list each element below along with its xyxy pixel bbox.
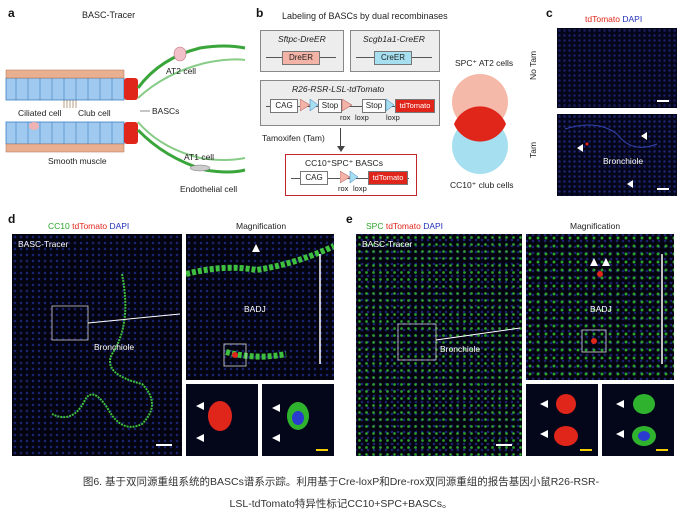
creer-box: CreER (374, 51, 412, 65)
panel-c-bronchiole: Bronchiole (603, 156, 644, 166)
panel-e-magnification: Magnification (570, 221, 621, 231)
panel-d-mag-image: BADJ (186, 234, 334, 380)
cag-box-2: CAG (300, 171, 328, 185)
panel-b-label: b (256, 6, 264, 20)
tam-image: Bronchiole (557, 114, 677, 196)
panel-d-bronchiole: Bronchiole (94, 342, 135, 352)
panel-d-magnification: Magnification (236, 221, 287, 231)
tdtomato-box-2: tdTomato (368, 171, 408, 185)
stop-box-1: Stop (318, 99, 342, 113)
panel-d-main-image: BASC-Tracer Bronchiole (12, 234, 182, 456)
tdtomato-box: tdTomato (395, 99, 435, 113)
r26-label: R26-RSR-LSL-tdTomato (292, 84, 385, 94)
panel-d-tracer: BASC-Tracer (18, 239, 69, 249)
panel-e-mag-image: BADJ (526, 234, 674, 380)
venn-diagram (452, 74, 508, 174)
panel-e-main-image: BASC-Tracer Bronchiole (356, 234, 522, 456)
loxp-label: loxp (355, 113, 369, 122)
panel-c-legend: tdTomato DAPI (585, 14, 643, 24)
panel-e-zoom-1 (526, 384, 598, 456)
rox-label: rox (340, 113, 351, 122)
panel-e-tracer: BASC-Tracer (362, 239, 413, 249)
figure-caption-line-1: 图6. 基于双同源重组系统的BASCs谱系示踪。利用基于Cre-loxP和Dre… (82, 476, 600, 488)
dreer-box: DreER (282, 51, 320, 65)
rox-loxp-sites (300, 99, 395, 112)
panel-e-badj: BADJ (590, 304, 612, 314)
cc10-club-label: CC10⁺ club cells (450, 180, 514, 190)
tamoxifen-label: Tamoxifen (Tam) (262, 133, 325, 143)
no-tam-image (557, 28, 677, 108)
no-tam-label: No Tam (528, 50, 538, 80)
airway-diagram (5, 44, 246, 174)
result-label: CC10⁺SPC⁺ BASCs (305, 158, 383, 168)
at1-label: AT1 cell (184, 152, 215, 162)
rox-label-2: rox (338, 184, 349, 193)
club-label: Club cell (78, 108, 111, 118)
panel-e-label: e (346, 212, 353, 226)
panel-e-zoom-2 (602, 384, 674, 456)
panel-a-title: BASC-Tracer (82, 10, 136, 20)
panel-e-legend: SPC tdTomato DAPI (366, 221, 444, 231)
panel-d-zoom-1 (186, 384, 258, 456)
panel-d-badj: BADJ (244, 304, 266, 314)
panel-d-label: d (8, 212, 16, 226)
smooth-muscle-label: Smooth muscle (48, 156, 107, 166)
panel-c-label: c (546, 6, 553, 20)
spc-at2-label: SPC⁺ AT2 cells (455, 58, 514, 68)
ciliated-label: Ciliated cell (18, 108, 62, 118)
loxp-label-2: loxp (386, 113, 400, 122)
panel-d-zoom-2 (262, 384, 334, 456)
scgb-label: Scgb1a1-CreER (363, 34, 425, 44)
tam-label: Tam (528, 141, 538, 158)
at2-label: AT2 cell (166, 66, 197, 76)
panel-d-legend: CC10 tdTomato DAPI (48, 221, 130, 231)
endothelial-label: Endothelial cell (180, 184, 238, 194)
bascs-label: BASCs (152, 106, 180, 116)
stop-box-2: Stop (362, 99, 386, 113)
panel-a-label: a (8, 6, 15, 20)
panel-b-title: Labeling of BASCs by dual recombinases (282, 11, 448, 21)
cag-box: CAG (270, 99, 298, 113)
figure-caption-line-2: LSL-tdTomato特异性标记CC10+SPC+BASCs。 (229, 498, 453, 510)
panel-e-bronchiole: Bronchiole (440, 344, 481, 354)
loxp-label-3: loxp (353, 184, 367, 193)
sftpc-label: Sftpc-DreER (278, 34, 326, 44)
